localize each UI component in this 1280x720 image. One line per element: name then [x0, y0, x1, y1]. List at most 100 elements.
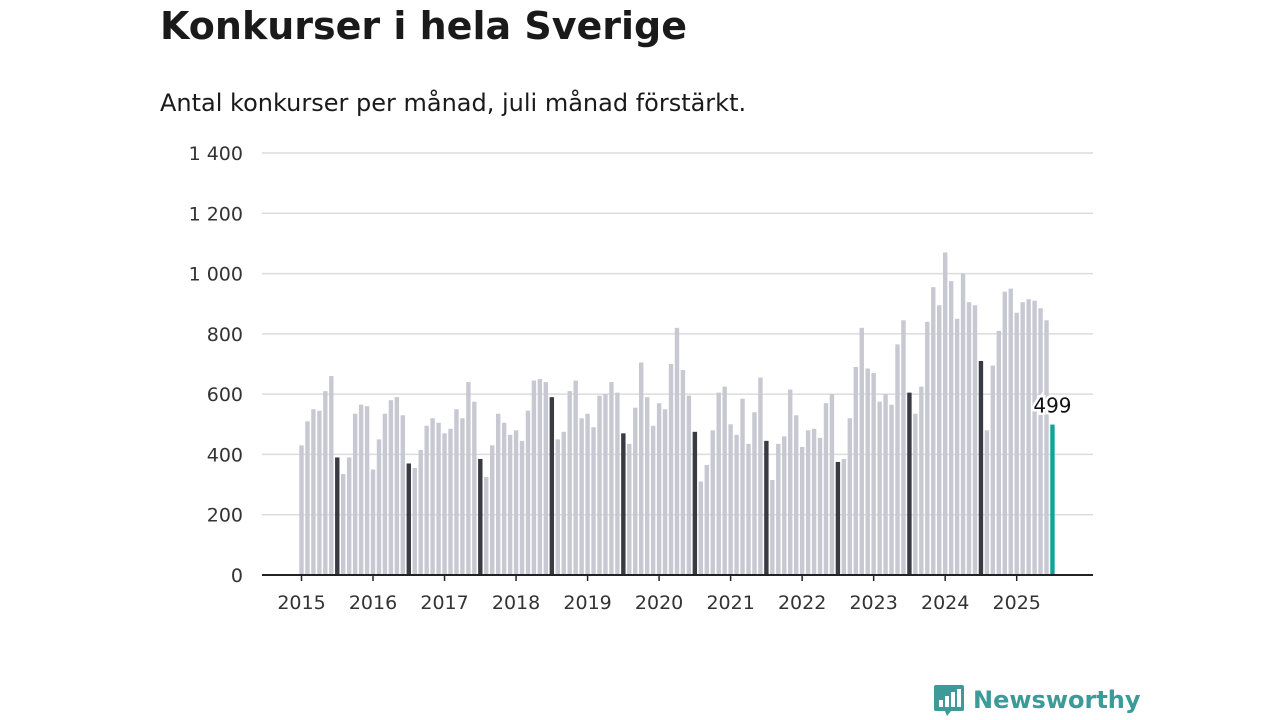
y-tick-label: 200	[207, 505, 243, 527]
bar-2017-1	[442, 433, 447, 575]
bar-2024-10	[996, 330, 1002, 575]
bar-2021-8	[770, 480, 775, 575]
bar-2022-12	[865, 368, 870, 575]
bar-2020-11	[716, 392, 721, 575]
bar-2024-3	[954, 318, 960, 575]
bar-2016-3	[382, 413, 388, 575]
bar-2015-11	[358, 404, 364, 575]
bar-2017-11	[501, 422, 507, 575]
bar-2025-6	[1044, 320, 1049, 575]
bar-2015-12	[364, 406, 370, 575]
bar-2018-11	[573, 380, 578, 575]
y-tick-label: 0	[231, 565, 243, 587]
x-tick-label: 2015	[277, 592, 325, 614]
bar-2023-2	[877, 401, 882, 575]
bar-2016-1	[370, 469, 376, 575]
bars	[299, 252, 1055, 575]
bar-2023-6	[901, 320, 906, 575]
bar-2016-5	[394, 397, 400, 575]
bar-2018-1	[513, 430, 519, 575]
x-tick-label: 2022	[778, 592, 826, 614]
bar-2015-2	[305, 421, 310, 575]
bar-chart-speech-icon	[934, 685, 964, 716]
bar-2019-12	[650, 425, 656, 575]
annotations: 499	[1031, 391, 1074, 420]
newsworthy-logo: Newsworthy	[933, 683, 1141, 717]
bar-2021-11	[788, 389, 793, 575]
y-tick-label: 800	[207, 324, 243, 346]
bar-2015-4	[317, 410, 322, 575]
x-tick-label: 2018	[492, 592, 540, 614]
bar-2024-8	[984, 430, 990, 575]
bar-2018-8	[555, 439, 560, 575]
bar-2017-10	[495, 413, 501, 575]
bar-2018-12	[579, 418, 584, 575]
bar-2016-11	[430, 418, 435, 575]
bar-2025-1	[1014, 312, 1019, 575]
bar-2022-7	[835, 461, 841, 575]
bar-2020-8	[698, 481, 704, 575]
bar-2019-4	[603, 394, 608, 575]
x-tick-label: 2016	[349, 592, 397, 614]
bar-2021-1	[728, 424, 733, 575]
bar-2022-3	[811, 428, 817, 575]
bar-2024-5	[966, 302, 972, 575]
y-tick-label: 600	[207, 384, 243, 406]
bar-2018-4	[531, 380, 537, 575]
bar-2017-9	[490, 445, 495, 575]
bar-2019-3	[597, 395, 602, 575]
bar-2021-10	[782, 436, 787, 575]
bar-2020-9	[704, 464, 709, 575]
y-tick-label: 400	[207, 444, 243, 466]
bar-2016-7	[406, 463, 411, 575]
bar-2023-7	[907, 392, 912, 575]
chart-subtitle: Antal konkurser per månad, juli månad fö…	[160, 89, 747, 117]
bar-2021-7	[764, 440, 769, 575]
bar-2017-3	[454, 409, 459, 575]
bar-2020-7	[692, 431, 698, 575]
bar-2018-5	[537, 379, 543, 575]
brand-name: Newsworthy	[973, 686, 1141, 714]
x-tick-label: 2021	[706, 592, 754, 614]
bar-2017-2	[448, 428, 453, 575]
bar-2020-5	[680, 370, 686, 575]
bar-2021-6	[758, 377, 763, 575]
bar-2018-7	[549, 397, 555, 575]
latest-value-label: 499	[1033, 394, 1071, 418]
y-axis-ticks: 0 200 400 600 800 1 000 1 200 1 400	[189, 143, 243, 587]
bar-2019-2	[591, 427, 596, 575]
bar-2015-9	[346, 457, 352, 575]
bar-2024-1	[942, 252, 948, 575]
bar-2024-6	[972, 305, 978, 575]
bar-2022-1	[799, 446, 805, 575]
bar-2016-2	[376, 439, 382, 575]
bar-2024-12	[1008, 288, 1013, 575]
bar-2018-6	[543, 382, 549, 575]
bar-2020-4	[674, 327, 680, 575]
bar-2020-10	[710, 430, 715, 575]
bar-2024-2	[948, 281, 954, 575]
bar-2023-3	[883, 394, 888, 575]
bar-2020-6	[686, 395, 692, 575]
bar-2016-4	[388, 400, 394, 575]
bar-2022-11	[859, 327, 864, 575]
bar-2021-5	[752, 412, 757, 575]
bar-2022-9	[847, 418, 853, 575]
y-tick-label: 1 400	[189, 143, 243, 165]
bar-2022-2	[805, 430, 811, 575]
x-tick-label: 2024	[921, 592, 969, 614]
y-tick-label: 1 000	[189, 264, 243, 286]
bar-2019-1	[585, 413, 590, 575]
bar-2015-3	[311, 409, 316, 575]
y-tick-label: 1 200	[189, 203, 243, 225]
bar-2018-9	[561, 431, 566, 575]
x-tick-label: 2023	[849, 592, 897, 614]
bar-2015-7	[335, 457, 340, 575]
x-axis-ticks: 2015 2016 2017 2018 2019 2020 2021 2022 2023 2024…	[277, 575, 1041, 614]
bar-2017-12	[507, 434, 513, 575]
bar-2015-10	[352, 413, 358, 575]
bar-2022-5	[823, 403, 829, 575]
bar-2019-10	[639, 362, 644, 575]
bar-2025-5	[1038, 308, 1043, 575]
bar-2020-3	[668, 364, 674, 575]
